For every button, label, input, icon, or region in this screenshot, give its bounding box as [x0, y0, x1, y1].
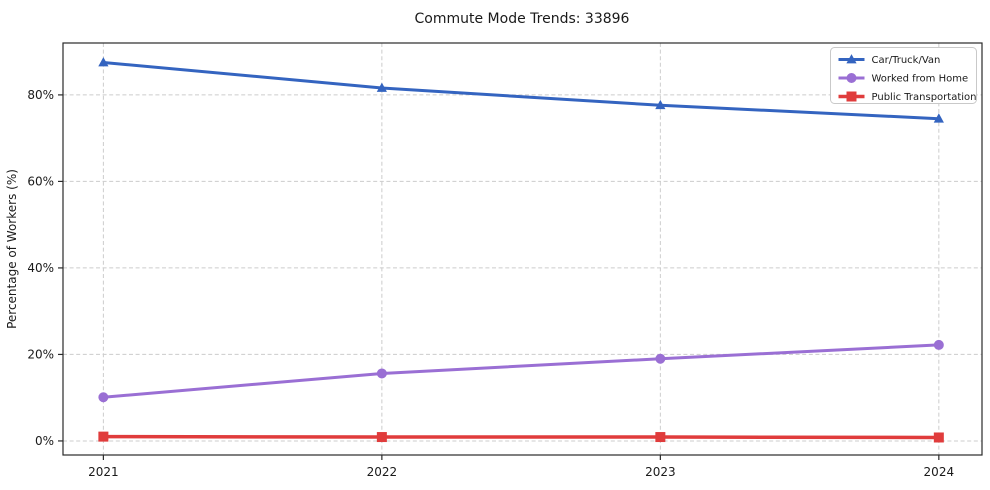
x-tick-label-2024: 2024	[924, 465, 955, 479]
legend-label-public-transportation: Public Transportation	[872, 92, 977, 103]
y-tick-label: 60%	[27, 174, 54, 188]
series-marker-worked-from-home	[98, 392, 109, 403]
x-tick-label-2023: 2023	[645, 465, 676, 479]
series-marker-worked-from-home	[933, 339, 944, 350]
y-tick-label: 40%	[27, 261, 54, 275]
series-marker-car-truck-van	[98, 57, 109, 67]
series-line-car-truck-van	[101, 60, 941, 121]
series-layer	[98, 57, 944, 443]
legend-item-public-transportation: Public Transportation	[838, 91, 977, 103]
legend-item-worked-from-home: Worked from Home	[838, 73, 969, 85]
x-tick-label-2022: 2022	[367, 465, 398, 479]
series-marker-public-transportation	[933, 432, 944, 443]
legend: Car/Truck/Van Worked from Home Public Tran…	[830, 47, 977, 104]
grid-layer	[63, 43, 982, 455]
axes-layer: 0% 20% 40% 60% 80% 2021 2022 2023 2024	[27, 42, 983, 479]
y-tick-label: 20%	[27, 347, 54, 361]
series-marker-public-transportation	[376, 432, 387, 443]
x-tick-label-2021: 2021	[88, 465, 119, 479]
y-axis-label: Percentage of Workers (%)	[5, 169, 19, 329]
legend-item-car-truck-van: Car/Truck/Van	[838, 54, 941, 66]
legend-marker-triangle	[846, 54, 857, 64]
series-marker-public-transportation	[98, 431, 109, 442]
y-tick-label: 0%	[35, 434, 54, 448]
legend-marker-circle	[846, 73, 857, 83]
legend-label-worked-from-home: Worked from Home	[872, 74, 969, 85]
series-marker-worked-from-home	[655, 353, 666, 364]
series-marker-public-transportation	[655, 432, 666, 443]
chart-title: Commute Mode Trends: 33896	[415, 11, 630, 27]
series-line-worked-from-home	[101, 343, 941, 399]
series-marker-car-truck-van	[933, 113, 944, 123]
plot-frame	[62, 42, 983, 456]
series-marker-car-truck-van	[376, 82, 387, 92]
series-marker-car-truck-van	[655, 99, 666, 110]
series-line-public-transportation	[101, 434, 941, 440]
legend-marker-square	[846, 91, 857, 102]
legend-label-car-truck-van: Car/Truck/Van	[872, 55, 941, 66]
series-marker-worked-from-home	[376, 368, 387, 379]
legend-box	[830, 47, 977, 104]
y-tick-label: 80%	[27, 88, 54, 102]
